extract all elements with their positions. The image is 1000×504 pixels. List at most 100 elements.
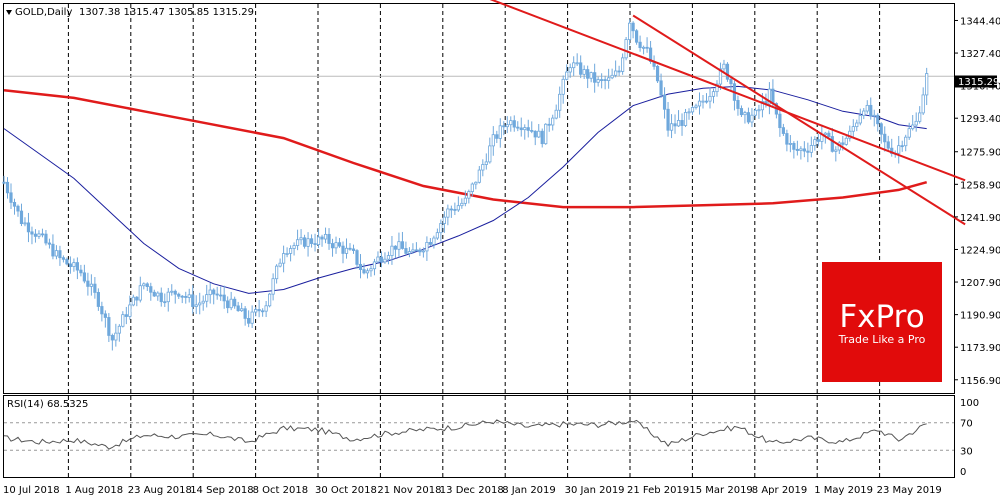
candle-body xyxy=(827,132,831,137)
candle-body xyxy=(844,137,848,145)
candle-body xyxy=(876,114,880,125)
candle-body xyxy=(718,68,723,85)
candle-body xyxy=(634,30,639,43)
candle-body xyxy=(481,164,485,171)
candle-body xyxy=(435,232,439,239)
candle-body xyxy=(432,237,436,245)
candle-body xyxy=(701,100,705,103)
candle-body xyxy=(551,117,555,126)
candle-body xyxy=(254,309,258,313)
y-tick-label: 1173.90 xyxy=(960,343,1000,354)
candle-body xyxy=(624,39,628,59)
candle-body xyxy=(138,285,142,301)
candle-body xyxy=(89,283,93,287)
candle-body xyxy=(823,132,827,136)
candle-body xyxy=(519,127,523,131)
candle-body xyxy=(180,295,184,298)
candle-body xyxy=(694,105,698,108)
candle-body xyxy=(600,79,604,81)
candle-body xyxy=(914,120,918,126)
brand-tagline: Trade Like a Pro xyxy=(838,333,926,346)
y-tick-label: 1241.90 xyxy=(960,213,1000,224)
candle-body xyxy=(502,125,506,128)
candle-body xyxy=(222,294,226,302)
candle-body xyxy=(257,309,261,312)
candle-body xyxy=(110,335,114,341)
candle-body xyxy=(362,269,366,274)
trendline-2 xyxy=(632,14,966,226)
rsi-y-tick-label: 70 xyxy=(960,419,973,430)
candle-body xyxy=(19,210,24,224)
candle-body xyxy=(715,83,719,93)
candle-body xyxy=(229,298,233,309)
candle-body xyxy=(858,115,862,124)
x-tick-label: 30 Oct 2018 xyxy=(315,485,377,496)
candle-body xyxy=(621,57,625,72)
candle-body xyxy=(128,304,132,317)
y-tick-label: 1207.90 xyxy=(960,278,1000,289)
candle-body xyxy=(428,241,432,245)
candle-body xyxy=(460,202,464,207)
candle-body xyxy=(722,63,726,70)
candle-body xyxy=(37,233,41,237)
candle-body xyxy=(467,191,471,199)
candle-body xyxy=(516,126,520,129)
candle-body xyxy=(79,269,83,274)
candle-body xyxy=(30,231,34,235)
candle-body xyxy=(463,197,467,204)
candle-body xyxy=(907,128,911,138)
candle-body xyxy=(662,94,667,110)
candle-body xyxy=(26,222,31,233)
candle-body xyxy=(568,67,572,73)
candle-body xyxy=(439,223,443,234)
candle-body xyxy=(778,113,782,129)
candle-body xyxy=(851,126,855,132)
x-tick-label: 21 Feb 2019 xyxy=(627,485,689,496)
candle-body xyxy=(386,255,391,260)
candle-body xyxy=(603,79,607,81)
x-tick-label: 23 May 2019 xyxy=(877,485,942,496)
main-pane-frame xyxy=(3,3,955,394)
candle-body xyxy=(697,100,702,107)
candle-body xyxy=(610,74,614,79)
last-price-badge: 1315.29 xyxy=(955,75,999,88)
candle-body xyxy=(261,310,265,313)
candle-body xyxy=(247,317,251,324)
candle-body xyxy=(327,233,331,244)
candle-body xyxy=(676,120,681,127)
candle-body xyxy=(240,308,244,312)
candle-body xyxy=(925,73,929,96)
y-tick-label: 1327.40 xyxy=(960,49,1000,60)
y-tick-label: 1190.90 xyxy=(960,311,1000,322)
candle-body xyxy=(802,148,806,152)
candle-body xyxy=(278,262,282,267)
candle-body xyxy=(617,70,621,73)
candle-body xyxy=(355,250,359,265)
candle-body xyxy=(673,123,677,127)
candle-body xyxy=(288,248,293,254)
candle-body xyxy=(194,304,198,307)
candle-body xyxy=(44,233,48,244)
candle-body xyxy=(743,112,747,116)
candle-body xyxy=(2,181,6,184)
candle-body xyxy=(753,109,758,116)
candle-body xyxy=(184,295,188,298)
candle-body xyxy=(166,291,170,303)
candle-body xyxy=(750,114,754,123)
collapse-triangle-icon[interactable] xyxy=(6,10,12,15)
rsi-pane-frame xyxy=(3,395,955,478)
candle-body xyxy=(491,134,495,147)
candle-body xyxy=(442,216,446,224)
candle-body xyxy=(607,77,611,81)
symbol-label: GOLD,Daily xyxy=(15,7,72,18)
candle-body xyxy=(404,248,408,254)
candle-body xyxy=(453,209,457,211)
candle-body xyxy=(201,300,205,304)
candle-body xyxy=(418,249,422,253)
candle-body xyxy=(264,305,268,312)
candle-body xyxy=(813,139,817,146)
candle-body xyxy=(666,108,670,131)
